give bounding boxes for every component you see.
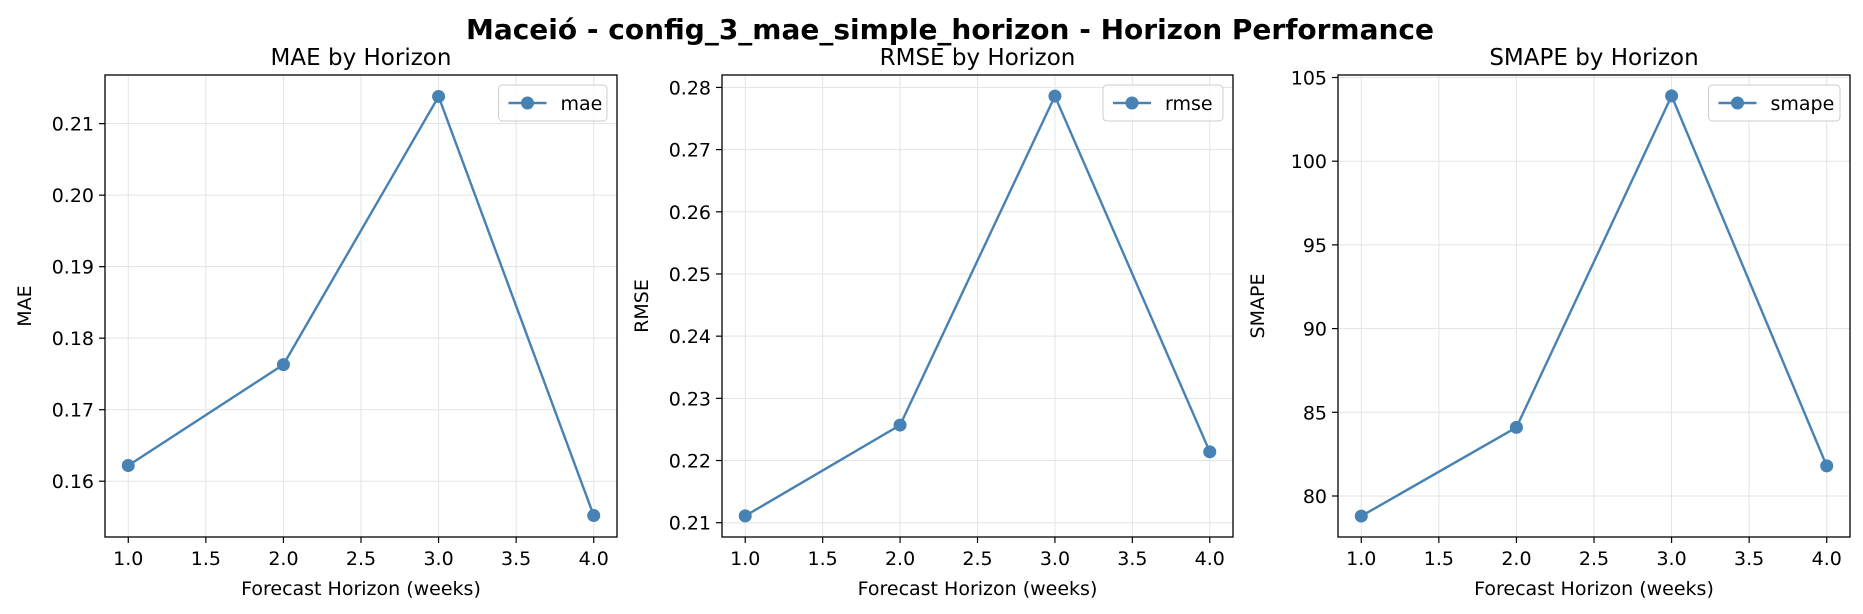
mae-xtick-label: 1.5 — [191, 548, 221, 570]
rmse-ytick-label: 0.25 — [669, 264, 711, 286]
smape-legend: smape — [1708, 84, 1841, 122]
smape-ytick-label: 100 — [1291, 151, 1327, 173]
smape-panel-title: SMAPE by Horizon — [1489, 45, 1698, 71]
mae-panel-title: MAE by Horizon — [271, 45, 452, 71]
smape-xtick-label: 4.0 — [1812, 548, 1842, 570]
smape-xtick-label: 3.5 — [1734, 548, 1764, 570]
smape-xtick-label: 1.5 — [1424, 548, 1454, 570]
mae-series-line — [127, 95, 595, 516]
rmse-data-point — [1203, 445, 1217, 459]
mae-xtick-label: 2.5 — [346, 548, 376, 570]
mae-data-point — [587, 509, 601, 523]
rmse-xtick-label: 1.0 — [730, 548, 760, 570]
rmse-legend: rmse — [1102, 84, 1224, 122]
smape-xtick-label: 2.5 — [1579, 548, 1609, 570]
figure-title: Maceió - config_3_mae_simple_horizon - H… — [466, 13, 1434, 46]
rmse-panel: 1.0 1.5 2.0 2.5 3.0 3.5 4.0 0.21 0.22 0.23 0.24 0.2… — [631, 45, 1234, 600]
rmse-series-line — [744, 94, 1211, 517]
smape-ytick-label: 85 — [1303, 402, 1327, 424]
rmse-legend-label: rmse — [1165, 93, 1213, 115]
smape-xtick-label: 2.0 — [1501, 548, 1531, 570]
mae-panel: 1.0 1.5 2.0 2.5 3.0 3.5 4.0 0.16 0.17 0.18 0.19 0.2… — [14, 45, 618, 600]
rmse-x-axis-label: Forecast Horizon (weeks) — [858, 578, 1098, 600]
smape-data-point — [1820, 459, 1834, 473]
rmse-data-point — [893, 418, 907, 432]
rmse-ytick-label: 0.27 — [669, 140, 711, 162]
mae-y-axis-label: MAE — [14, 285, 36, 326]
rmse-legend-marker — [1125, 96, 1139, 110]
mae-xtick-label: 1.0 — [113, 548, 143, 570]
rmse-panel-title: RMSE by Horizon — [880, 45, 1076, 71]
smape-data-point — [1509, 420, 1523, 434]
smape-panel: 1.0 1.5 2.0 2.5 3.0 3.5 4.0 80 85 90 95 100 105 smape… — [1247, 45, 1851, 600]
mae-xtick-label: 4.0 — [579, 548, 609, 570]
smape-x-axis-label: Forecast Horizon (weeks) — [1474, 578, 1714, 600]
smape-legend-marker — [1731, 96, 1744, 110]
mae-axes-frame — [104, 74, 618, 538]
rmse-ytick-label: 0.24 — [669, 326, 711, 348]
smape-legend-label: smape — [1771, 93, 1835, 115]
mae-data-point — [432, 89, 446, 103]
smape-series-line — [1360, 94, 1828, 518]
mae-ytick-label: 0.21 — [52, 114, 94, 136]
rmse-data-point — [1048, 89, 1062, 103]
rmse-axes-frame — [721, 74, 1234, 538]
smape-ytick-label: 90 — [1303, 319, 1327, 341]
mae-xtick-label: 3.0 — [423, 548, 453, 570]
rmse-xtick-label: 1.5 — [808, 548, 838, 570]
mae-legend-box — [498, 84, 608, 122]
smape-axes-frame — [1337, 74, 1851, 538]
mae-data-point — [121, 458, 135, 472]
smape-ytick-label: 105 — [1291, 68, 1327, 90]
smape-xtick-label: 1.0 — [1346, 548, 1376, 570]
mae-ytick-label: 0.17 — [52, 400, 94, 422]
mae-data-point — [276, 358, 290, 372]
rmse-legend-box — [1102, 84, 1224, 122]
smape-legend-box — [1708, 84, 1841, 122]
smape-data-point — [1665, 89, 1679, 103]
smape-data-point — [1354, 509, 1368, 523]
rmse-data-point — [738, 509, 752, 523]
rmse-ytick-label: 0.23 — [669, 388, 711, 410]
rmse-xtick-label: 3.0 — [1040, 548, 1070, 570]
mae-xtick-label: 3.5 — [501, 548, 531, 570]
rmse-xtick-label: 4.0 — [1195, 548, 1225, 570]
rmse-ytick-label: 0.22 — [669, 451, 711, 473]
rmse-ytick-label: 0.21 — [669, 513, 711, 535]
rmse-xtick-label: 2.5 — [962, 548, 992, 570]
smape-ytick-label: 80 — [1303, 486, 1327, 508]
mae-ytick-label: 0.20 — [52, 185, 94, 207]
mae-legend: mae — [498, 84, 608, 122]
rmse-ytick-label: 0.28 — [669, 77, 711, 99]
smape-xtick-label: 3.0 — [1656, 548, 1686, 570]
mae-legend-marker — [521, 96, 534, 110]
rmse-xtick-label: 3.5 — [1117, 548, 1147, 570]
mae-ytick-label: 0.19 — [52, 257, 94, 279]
mae-ytick-label: 0.18 — [52, 328, 94, 350]
smape-ytick-label: 95 — [1303, 235, 1327, 257]
rmse-ytick-label: 0.26 — [669, 202, 711, 224]
mae-ytick-label: 0.16 — [52, 471, 94, 493]
mae-xtick-label: 2.0 — [268, 548, 298, 570]
rmse-y-axis-label: RMSE — [631, 279, 653, 333]
panels: 1.0 1.5 2.0 2.5 3.0 3.5 4.0 0.16 0.17 0.18 0.19 0.2… — [14, 45, 1851, 600]
mae-legend-label: mae — [561, 93, 603, 115]
rmse-xtick-label: 2.0 — [885, 548, 915, 570]
smape-y-axis-label: SMAPE — [1247, 274, 1269, 339]
mae-x-axis-label: Forecast Horizon (weeks) — [241, 578, 481, 600]
